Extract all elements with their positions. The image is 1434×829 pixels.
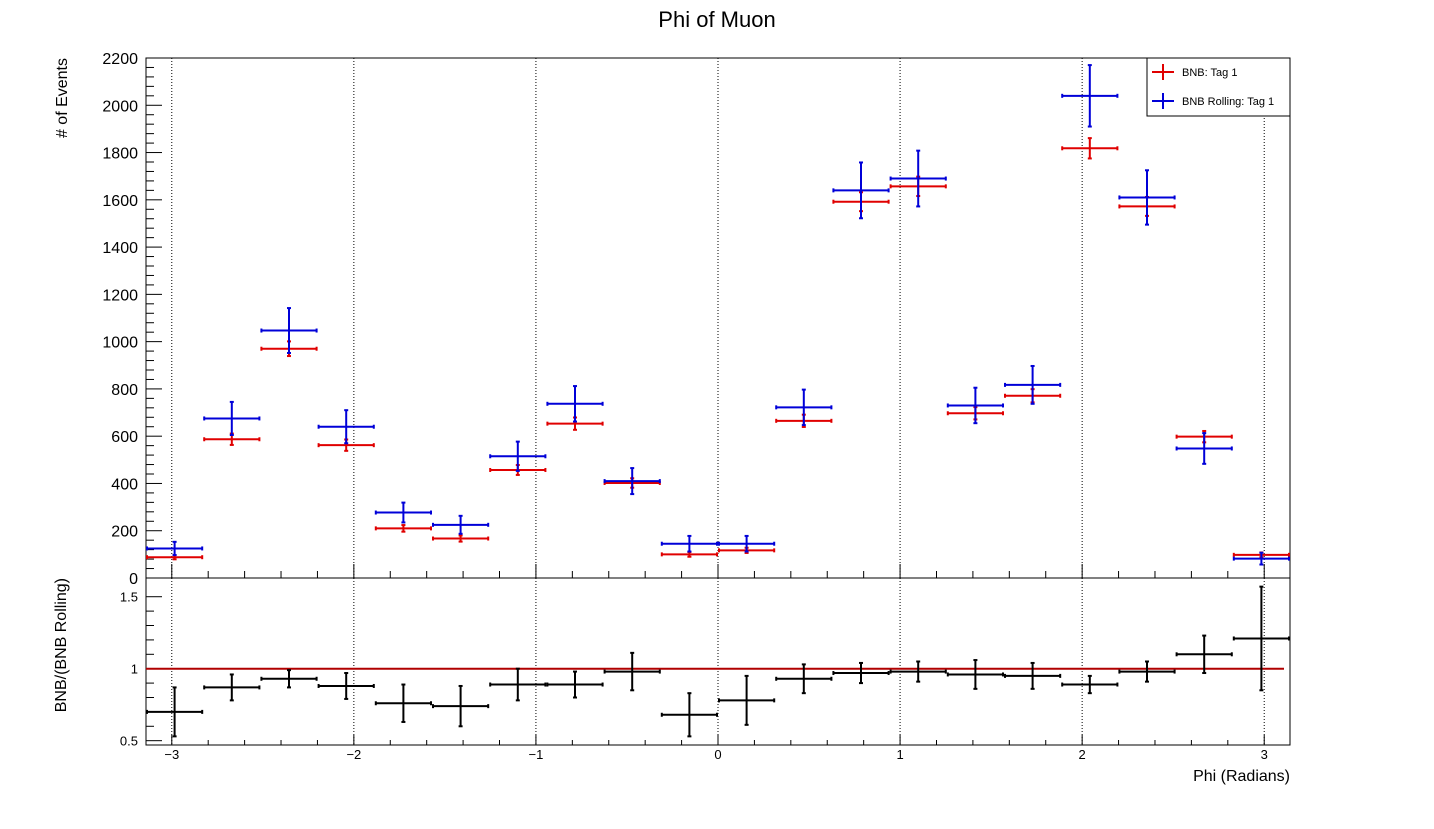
ratio-point xyxy=(1061,674,1119,695)
bnb-rolling-tag1-point xyxy=(317,409,375,445)
bnb-tag1-point xyxy=(374,524,432,533)
top-y-tick-label: 1400 xyxy=(102,240,138,257)
bnb-rolling-tag1-point xyxy=(1118,169,1176,226)
bnb-rolling-tag1-point xyxy=(889,149,947,208)
bnb-tag1-point xyxy=(660,551,718,558)
top-y-tick-label: 1000 xyxy=(102,335,138,352)
ratio-point xyxy=(1118,660,1176,683)
x-tick-label: 3 xyxy=(1261,747,1268,762)
ratio-point xyxy=(660,692,718,738)
top-y-tick-label: 200 xyxy=(111,524,138,541)
top-y-tick-label: 2000 xyxy=(102,98,138,115)
x-tick-label: 0 xyxy=(714,747,721,762)
ratio-y-tick-label: 1.5 xyxy=(120,590,138,605)
x-tick-label: −2 xyxy=(346,747,361,762)
top-panel: 0 200 400 600 800 1000 1200 1400 1600 1800 2000 220… xyxy=(102,51,1291,588)
bnb-rolling-tag1-point xyxy=(546,385,604,423)
bnb-tag1-point xyxy=(1061,137,1119,160)
top-y-tick-label: 0 xyxy=(129,571,138,588)
ratio-point xyxy=(489,667,547,702)
bnb-rolling-tag1-point xyxy=(832,161,890,220)
legend-entry-bnb-rolling: BNB Rolling: Tag 1 xyxy=(1152,93,1274,109)
ratio-point xyxy=(374,683,432,723)
bnb-rolling-tag1-point xyxy=(660,534,718,553)
bnb-rolling-tag1-point xyxy=(260,307,318,354)
bnb-tag1-point xyxy=(431,534,490,543)
ratio-point xyxy=(1232,585,1290,692)
bnb-rolling-tag1-point xyxy=(431,514,490,535)
top-y-tick-label: 600 xyxy=(111,429,138,446)
ratio-point xyxy=(203,673,261,702)
bnb-rolling-tag1-point xyxy=(203,400,261,436)
ratio-panel: −3 −2 −1 0 1 2 3 0.5 1 1.5 xyxy=(120,577,1291,762)
x-tick-label: 2 xyxy=(1079,747,1086,762)
ratio-point xyxy=(889,660,947,683)
ratio-point xyxy=(603,651,661,692)
ratio-point xyxy=(1004,661,1062,690)
bnb-rolling-tag1-point xyxy=(1232,551,1290,566)
bnb-rolling-tag1-point xyxy=(946,386,1005,425)
ratio-point xyxy=(946,659,1005,690)
ratio-y-axis-label: BNB/(BNB Rolling) xyxy=(53,578,70,712)
x-axis-label: Phi (Radians) xyxy=(1193,768,1290,785)
ratio-point xyxy=(146,686,204,738)
x-tick-label: 1 xyxy=(896,747,903,762)
bnb-rolling-tag1-point xyxy=(489,440,547,472)
ratio-point xyxy=(832,661,890,685)
ratio-point xyxy=(431,684,490,728)
x-tick-label: −1 xyxy=(529,747,544,762)
chart-title: Phi of Muon xyxy=(658,7,775,32)
ratio-point xyxy=(317,672,375,700)
top-y-tick-label: 1200 xyxy=(102,287,138,304)
legend: BNB: Tag 1 BNB Rolling: Tag 1 xyxy=(1146,57,1291,117)
ratio-y-tick-label: 1 xyxy=(131,662,138,677)
top-y-tick-label: 2200 xyxy=(102,51,138,68)
legend-label-bnb-rolling: BNB Rolling: Tag 1 xyxy=(1182,96,1274,108)
ratio-point xyxy=(775,663,833,695)
bnb-rolling-tag1-point xyxy=(146,540,204,557)
legend-entry-bnb: BNB: Tag 1 xyxy=(1152,64,1237,80)
ratio-point xyxy=(546,670,604,699)
top-y-tick-label: 800 xyxy=(111,382,138,399)
bnb-rolling-tag1-point xyxy=(1061,64,1119,128)
bnb-rolling-tag1-point xyxy=(718,534,776,553)
top-y-tick-label: 1600 xyxy=(102,193,138,210)
bnb-rolling-tag1-point xyxy=(1004,364,1062,405)
top-y-axis-label: # of Events xyxy=(54,58,71,138)
legend-box xyxy=(1146,57,1291,117)
bnb-rolling-tag1-point xyxy=(1175,432,1233,465)
bnb-rolling-tag1-point xyxy=(374,501,432,524)
legend-label-bnb: BNB: Tag 1 xyxy=(1182,67,1237,79)
bnb-rolling-tag1-point xyxy=(603,467,661,496)
bnb-rolling-tag1-point xyxy=(775,388,833,427)
ratio-y-tick-label: 0.5 xyxy=(120,734,138,749)
ratio-point xyxy=(260,669,318,689)
x-tick-label: −3 xyxy=(164,747,179,762)
ratio-point xyxy=(1175,634,1233,675)
top-y-tick-label: 400 xyxy=(111,476,138,493)
top-y-tick-label: 1800 xyxy=(102,146,138,163)
ratio-point xyxy=(718,674,776,726)
